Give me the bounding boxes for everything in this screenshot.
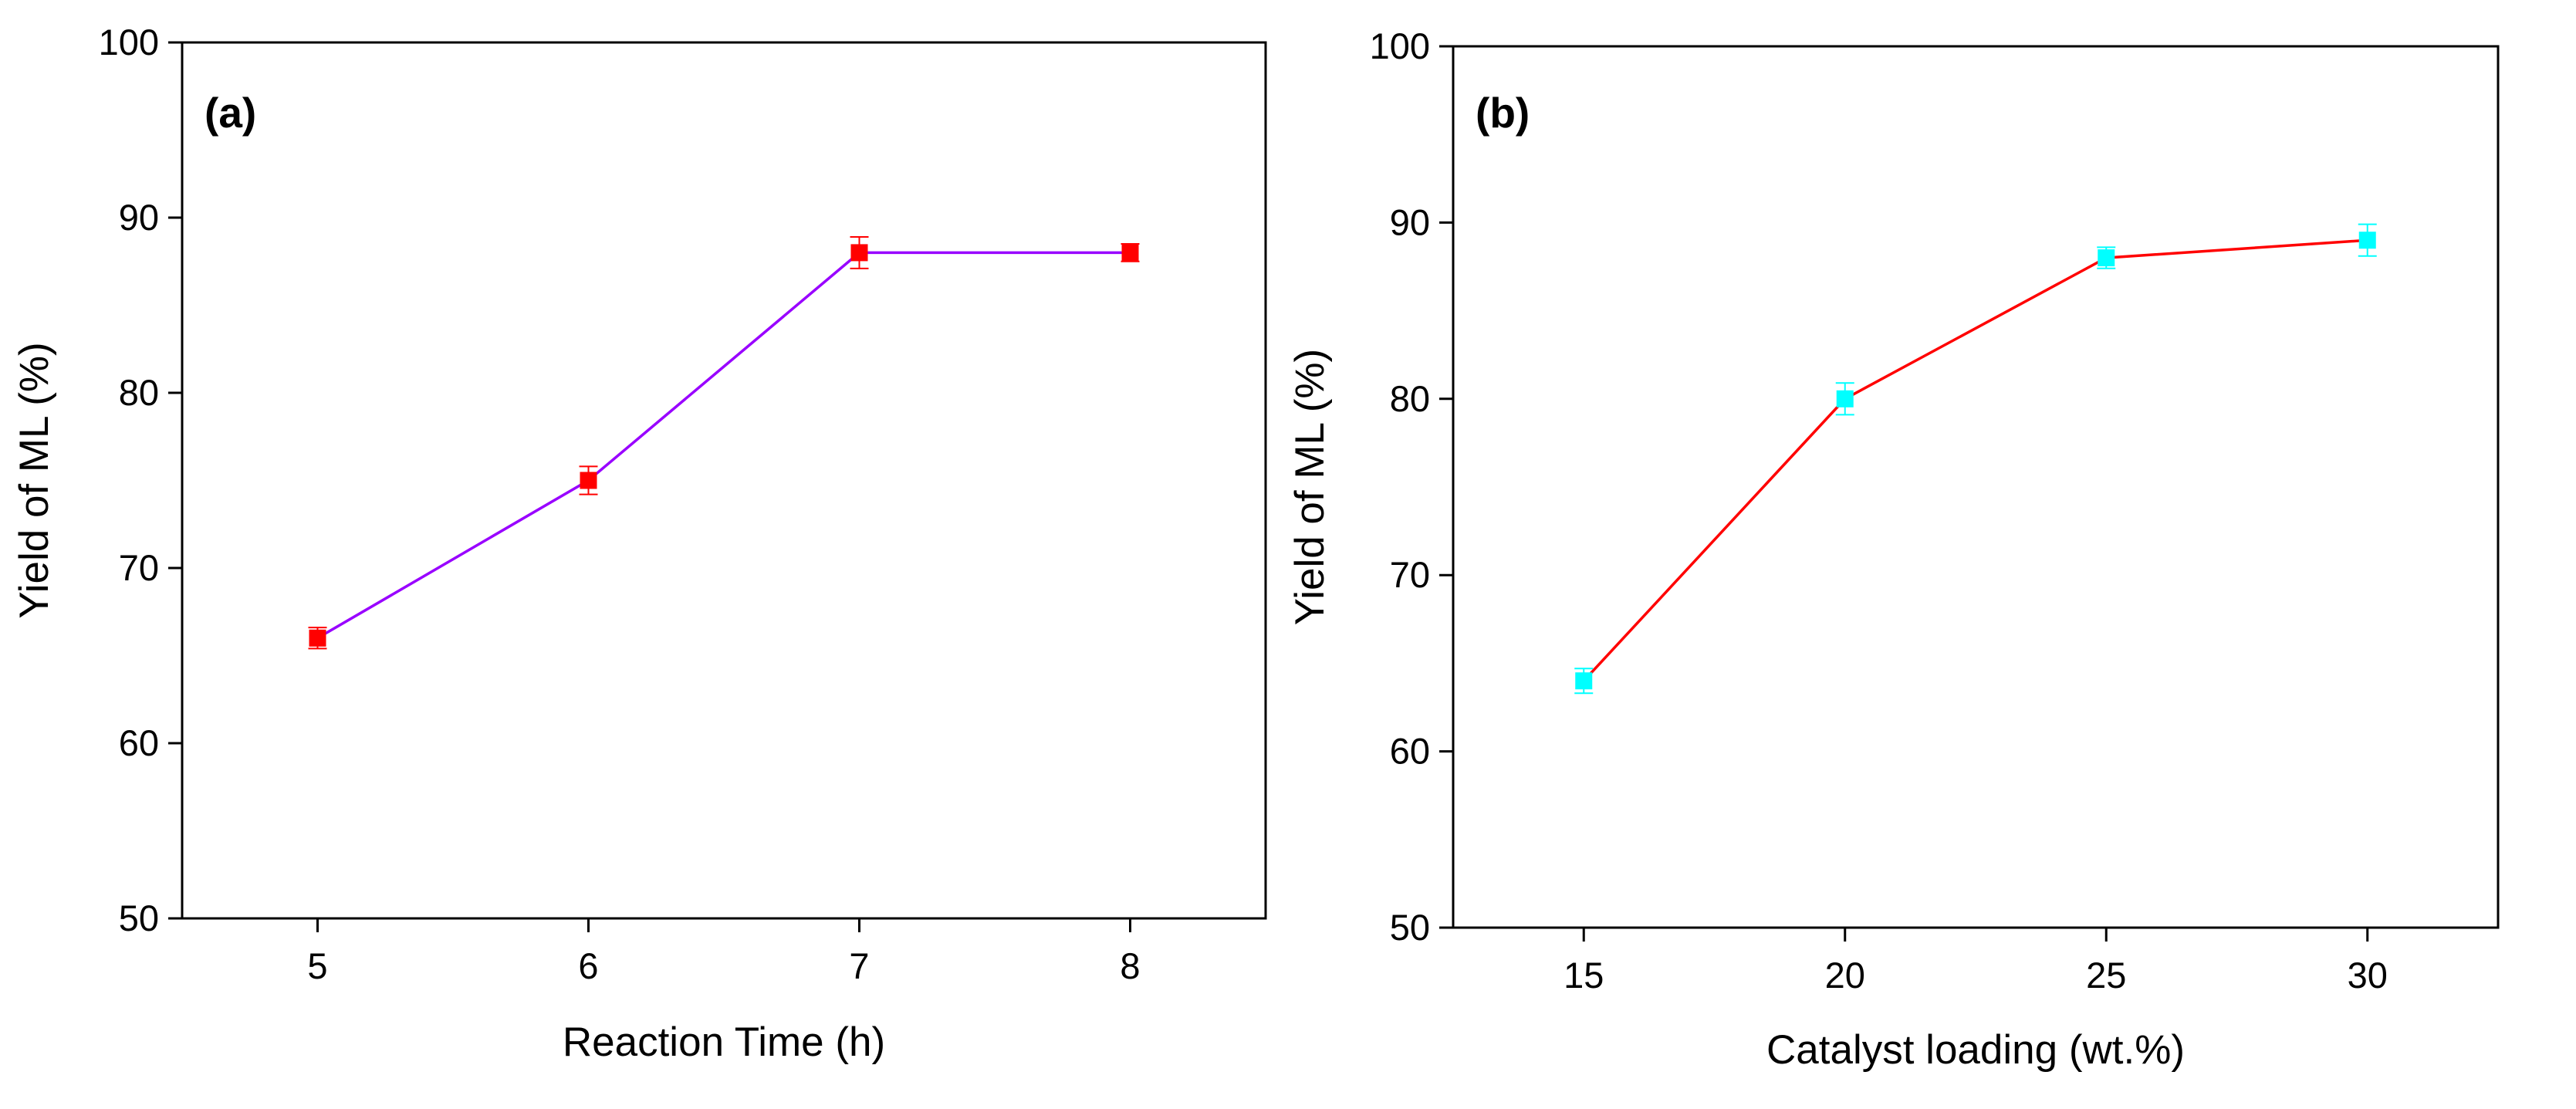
x-tick-label: 7 <box>849 945 869 986</box>
series-line <box>1582 238 2368 682</box>
y-axis-title: Yield of ML (%) <box>12 342 57 618</box>
x-axis-title: Catalyst loading (wt.%) <box>1766 1027 2185 1073</box>
y-tick-label: 70 <box>1390 554 1430 595</box>
x-tick-label: 8 <box>1120 945 1140 986</box>
chart-panel-a: 50 60 70 80 90 100 5 6 7 8 Reaction Time (h) Yield … <box>12 22 1267 1065</box>
x-tick-label: 15 <box>1564 955 1604 996</box>
data-point-marker <box>850 244 868 262</box>
y-tick-label: 100 <box>99 22 159 63</box>
y-tick-label: 60 <box>1390 731 1430 772</box>
x-tick-label: 5 <box>307 945 327 986</box>
data-point-marker <box>2098 249 2115 267</box>
x-tick-label: 30 <box>2348 955 2388 996</box>
panel-label: (b) <box>1476 89 1530 137</box>
data-point-marker <box>580 472 597 489</box>
data-point-marker <box>1575 672 1593 690</box>
y-tick-label: 80 <box>119 372 159 413</box>
data-point-marker <box>1836 390 1854 407</box>
plot-frame <box>1452 45 2500 929</box>
x-axis-title: Reaction Time (h) <box>563 1019 885 1065</box>
y-tick-label: 70 <box>119 547 159 588</box>
series-line <box>316 251 1131 640</box>
panel-label: (a) <box>205 89 256 137</box>
chart-panel-b: 50 60 70 80 90 100 15 20 25 30 Catalyst loading (w… <box>1287 25 2500 1073</box>
y-tick-label: 80 <box>1390 378 1430 419</box>
y-tick-label: 60 <box>119 722 159 763</box>
plot-frame <box>181 41 1267 920</box>
x-tick-label: 6 <box>578 945 598 986</box>
data-point-marker <box>1121 244 1139 262</box>
data-point-marker <box>309 629 326 647</box>
data-point-marker <box>2358 232 2376 249</box>
y-tick-label: 100 <box>1370 25 1430 66</box>
y-tick-label: 90 <box>1390 201 1430 242</box>
y-tick-label: 50 <box>119 898 159 938</box>
y-axis-title: Yield of ML (%) <box>1287 349 1333 625</box>
x-tick-label: 25 <box>2086 955 2126 996</box>
y-tick-label: 90 <box>119 197 159 238</box>
x-tick-label: 20 <box>1825 955 1865 996</box>
y-tick-label: 50 <box>1390 907 1430 948</box>
